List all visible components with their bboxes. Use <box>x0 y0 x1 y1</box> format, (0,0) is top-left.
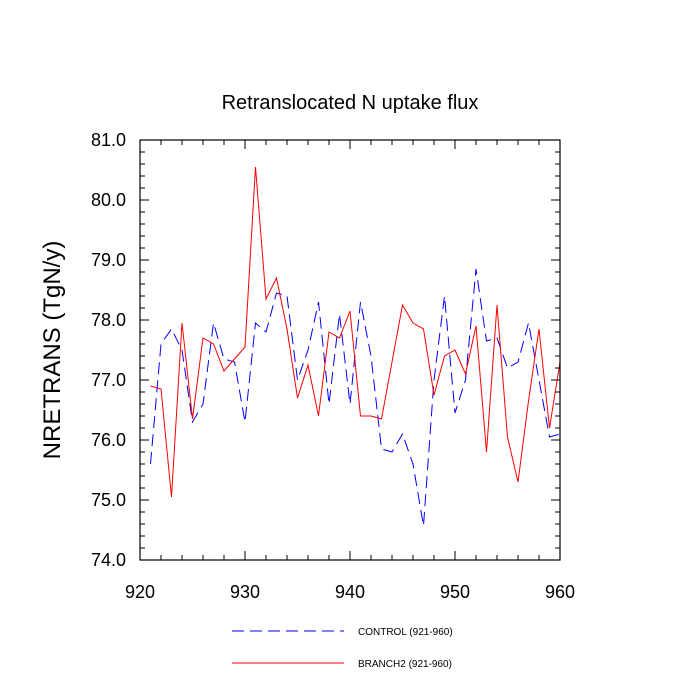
plot-border <box>139 139 561 561</box>
x-tick-label: 950 <box>440 582 470 602</box>
y-tick-label: 75.0 <box>91 490 126 510</box>
axis-ticks: 920 930 940 950 960 74.0 75.0 76.0 77.0 78.0 79.0 8… <box>91 130 575 602</box>
legend-label-1: BRANCH2 (921-960) <box>358 659 452 670</box>
y-tick-label: 76.0 <box>91 430 126 450</box>
y-tick-label: 77.0 <box>91 370 126 390</box>
series-line-0 <box>150 268 561 526</box>
y-tick-label: 74.0 <box>91 550 126 570</box>
legend: CONTROL (921-960) BRANCH2 (921-960) <box>232 627 453 670</box>
x-tick-label: 940 <box>335 582 365 602</box>
series-line-1 <box>150 166 561 498</box>
plot-frame <box>139 139 561 561</box>
y-tick-label: 78.0 <box>91 310 126 330</box>
y-axis-label: NRETRANS (TgN/y) <box>39 241 66 460</box>
legend-label-0: CONTROL (921-960) <box>358 627 453 638</box>
y-tick-label: 81.0 <box>91 130 126 150</box>
series-layer <box>150 166 561 526</box>
chart-title: Retranslocated N uptake flux <box>222 92 479 114</box>
y-tick-label: 80.0 <box>91 190 126 210</box>
x-tick-label: 920 <box>125 582 155 602</box>
x-tick-label: 930 <box>230 582 260 602</box>
y-tick-label: 79.0 <box>91 250 126 270</box>
x-tick-label: 960 <box>545 582 575 602</box>
